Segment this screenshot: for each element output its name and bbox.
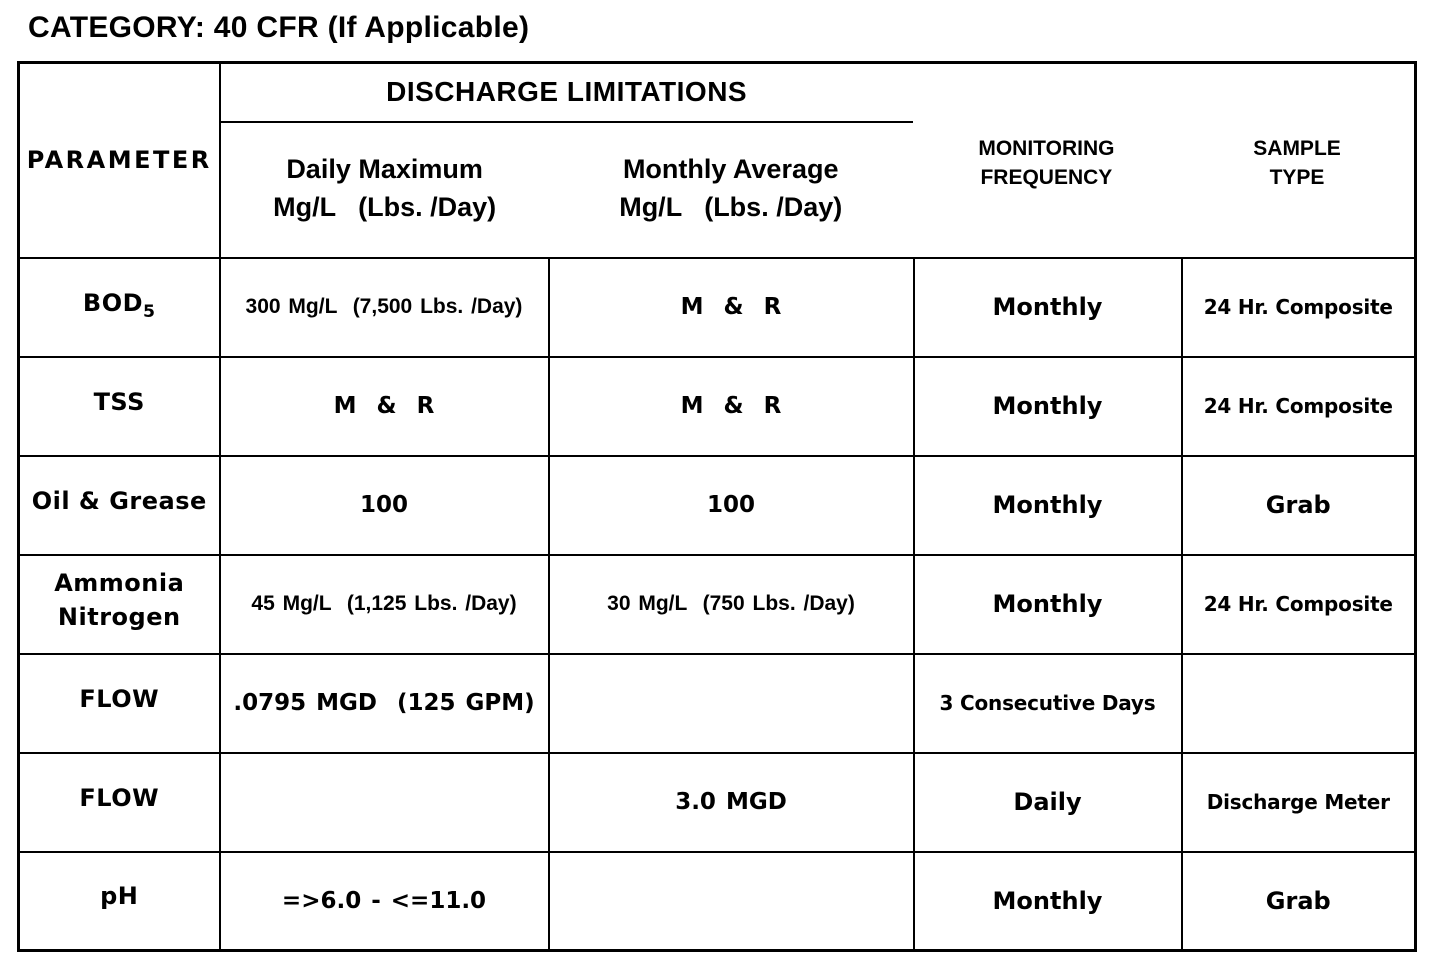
parameter-name: FLOW — [79, 684, 160, 713]
cell-daily-maximum — [218, 751, 550, 853]
parameter-name: Ammonia Nitrogen — [54, 568, 185, 631]
cell-monitoring-frequency: Daily — [912, 751, 1183, 853]
sample-type-label-line1: SAMPLE — [1253, 137, 1341, 160]
cell-monitoring-frequency: Monthly — [912, 355, 1183, 457]
cell-monthly-average: M & R — [547, 355, 915, 457]
column-group-header-discharge-limitations: DISCHARGE LIMITATIONS — [221, 76, 913, 123]
table-row: pH =>6.0 - <=11.0 Monthly Grab — [17, 850, 1417, 952]
cell-daily-maximum: 300 Mg/L (7,500 Lbs. /Day) — [218, 256, 550, 358]
cell-monitoring-frequency: Monthly — [912, 553, 1183, 655]
table-row: Oil & Grease 100 100 Monthly Grab — [17, 454, 1417, 556]
daily-maximum-units: Mg/L (Lbs. /Day) — [273, 192, 497, 222]
table-row: Ammonia Nitrogen 45 Mg/L (1,125 Lbs. /Da… — [17, 553, 1417, 655]
table-row: FLOW .0795 MGD (125 GPM) 3 Consecutive D… — [17, 652, 1417, 754]
parameter-name: pH — [100, 882, 139, 911]
cell-sample-type: Discharge Meter — [1180, 751, 1417, 853]
table-row: BOD5 300 Mg/L (7,500 Lbs. /Day) M & R Mo… — [17, 256, 1417, 358]
cell-parameter: FLOW — [17, 751, 221, 853]
cell-monthly-average: M & R — [547, 256, 915, 358]
cell-monthly-average — [547, 850, 915, 952]
cell-sample-type: Grab — [1180, 454, 1417, 556]
cell-parameter: Ammonia Nitrogen — [17, 553, 221, 655]
cell-parameter: BOD5 — [17, 256, 221, 358]
monthly-average-units: Mg/L (Lbs. /Day) — [619, 192, 843, 222]
column-header-sample-type: SAMPLE TYPE — [1180, 134, 1413, 192]
table-row: FLOW 3.0 MGD Daily Discharge Meter — [17, 751, 1417, 853]
monitoring-label-line2: FREQUENCY — [980, 166, 1113, 189]
cell-monthly-average: 3.0 MGD — [547, 751, 915, 853]
cell-monthly-average — [547, 652, 915, 754]
column-header-monthly-average: Monthly Average Mg/L (Lbs. /Day) — [549, 150, 913, 226]
cell-monitoring-frequency: 3 Consecutive Days — [912, 652, 1183, 754]
page-title: CATEGORY: 40 CFR (If Applicable) — [28, 11, 530, 44]
daily-maximum-label: Daily Maximum — [286, 154, 483, 184]
column-header-daily-maximum: Daily Maximum Mg/L (Lbs. /Day) — [222, 150, 549, 226]
cell-daily-maximum: 100 — [218, 454, 550, 556]
cell-parameter: TSS — [17, 355, 221, 457]
cell-sample-type — [1180, 652, 1417, 754]
cell-sample-type: 24 Hr. Composite — [1180, 355, 1417, 457]
cell-monitoring-frequency: Monthly — [912, 850, 1183, 952]
cell-monitoring-frequency: Monthly — [912, 454, 1183, 556]
table-header-group: DISCHARGE LIMITATIONS Daily Maximum Mg/L… — [218, 61, 1417, 259]
cell-sample-type: 24 Hr. Composite — [1180, 553, 1417, 655]
cell-sample-type: Grab — [1180, 850, 1417, 952]
cell-monthly-average: 30 Mg/L (750 Lbs. /Day) — [547, 553, 915, 655]
cell-parameter: FLOW — [17, 652, 221, 754]
cell-sample-type: 24 Hr. Composite — [1180, 256, 1417, 358]
monthly-average-label: Monthly Average — [622, 154, 839, 184]
cell-daily-maximum: M & R — [218, 355, 550, 457]
cell-daily-maximum: 45 Mg/L (1,125 Lbs. /Day) — [218, 553, 550, 655]
parameter-subscript: 5 — [143, 301, 156, 322]
column-header-monitoring-frequency: MONITORING FREQUENCY — [913, 134, 1180, 192]
cell-daily-maximum: .0795 MGD (125 GPM) — [218, 652, 550, 754]
monitoring-label-line1: MONITORING — [978, 137, 1115, 160]
parameter-name: FLOW — [79, 783, 160, 812]
table-body: BOD5 300 Mg/L (7,500 Lbs. /Day) M & R Mo… — [17, 256, 1417, 952]
column-header-parameter: PARAMETER — [17, 61, 221, 259]
sample-type-label-line2: TYPE — [1269, 166, 1325, 189]
cell-daily-maximum: =>6.0 - <=11.0 — [218, 850, 550, 952]
table-header-row: PARAMETER DISCHARGE LIMITATIONS Daily Ma… — [17, 61, 1417, 259]
table-row: TSS M & R M & R Monthly 24 Hr. Composite — [17, 355, 1417, 457]
cell-parameter: pH — [17, 850, 221, 952]
cell-monitoring-frequency: Monthly — [912, 256, 1183, 358]
discharge-limitations-table: PARAMETER DISCHARGE LIMITATIONS Daily Ma… — [17, 61, 1417, 952]
parameter-name: TSS — [93, 387, 145, 416]
cell-monthly-average: 100 — [547, 454, 915, 556]
cell-parameter: Oil & Grease — [17, 454, 221, 556]
parameter-name: Oil & Grease — [31, 486, 207, 515]
parameter-name: BOD — [82, 288, 144, 317]
